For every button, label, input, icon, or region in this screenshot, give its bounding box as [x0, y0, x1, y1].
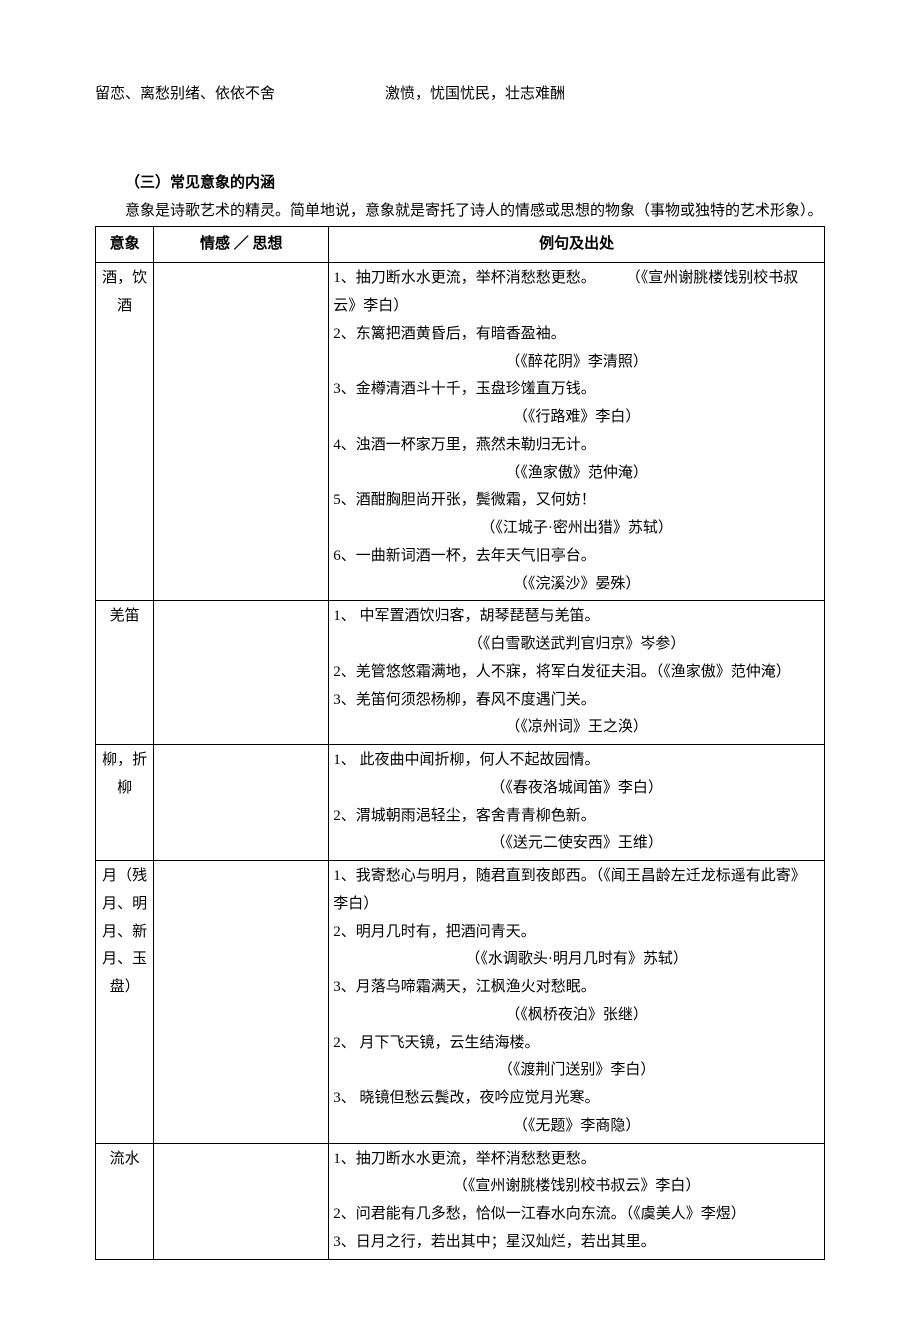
- section-heading: （三）常见意象的内涵: [95, 169, 825, 198]
- symbol-text: 柳，折柳: [100, 747, 149, 803]
- example-line: 2、 月下飞天镜，云生结海楼。: [333, 1030, 820, 1058]
- top-left-text: 留恋、离愁别绪、依依不舍: [95, 80, 375, 109]
- section-intro: 意象是诗歌艺术的精灵。简单地说，意象就是寄托了诗人的情感或思想的物象（事物或独特…: [95, 197, 825, 226]
- example-source: （《渡荆门送别》李白）: [333, 1057, 820, 1085]
- example-line: 3、羌笛何须怨杨柳，春风不度遇门关。: [333, 687, 820, 715]
- table-row: 酒，饮酒 1、抽刀断水水更流，举杯消愁愁更愁。 （《宣州谢朓楼饯别校书叔云》李白）…: [96, 263, 825, 601]
- example-line: 3、月落乌啼霜满天，江枫渔火对愁眠。: [333, 974, 820, 1002]
- symbol-cell: 柳，折柳: [96, 745, 154, 861]
- emotion-cell: [154, 1143, 329, 1259]
- example-line: 2、明月几时有，把酒问青天。: [333, 919, 820, 947]
- example-source: （《江城子·密州出猎》苏轼）: [333, 515, 820, 543]
- example-source: （《醉花阴》李清照）: [333, 349, 820, 377]
- example-line: 1、抽刀断水水更流，举杯消愁愁更愁。 （《宣州谢朓楼饯别校书叔云》李白）: [333, 265, 820, 321]
- top-right-text: 激愤，忧国忧民，壮志难酬: [375, 80, 825, 109]
- symbol-text: 酒，饮酒: [100, 265, 149, 321]
- example-source: （《春夜洛城闻笛》李白）: [333, 775, 820, 803]
- example-line: 5、酒酣胸胆尚开张，鬓微霜，又何妨！: [333, 487, 820, 515]
- example-line: 2、渭城朝雨浥轻尘，客舍青青柳色新。: [333, 803, 820, 831]
- symbol-text: 羌笛: [110, 603, 140, 631]
- th-emotion: 情感 ／ 思想: [154, 226, 329, 263]
- example-line: 3、金樽清酒斗十千，玉盘珍馐直万钱。: [333, 376, 820, 404]
- example-line: 1、我寄愁心与明月，随君直到夜郎西。（《闻王昌龄左迁龙标遥有此寄》李白）: [333, 863, 820, 919]
- table-row: 柳，折柳 1、 此夜曲中闻折柳，何人不起故园情。（《春夜洛城闻笛》李白）2、渭城朝…: [96, 745, 825, 861]
- table-body: 酒，饮酒 1、抽刀断水水更流，举杯消愁愁更愁。 （《宣州谢朓楼饯别校书叔云》李白）…: [96, 263, 825, 1259]
- top-text-row: 留恋、离愁别绪、依依不舍 激愤，忧国忧民，壮志难酬: [95, 80, 825, 109]
- symbol-cell: 羌笛: [96, 601, 154, 745]
- examples-cell: 1、抽刀断水水更流，举杯消愁愁更愁。（《宣州谢朓楼饯别校书叔云》李白）2、问君能…: [329, 1143, 825, 1259]
- examples-cell: 1、 此夜曲中闻折柳，何人不起故园情。（《春夜洛城闻笛》李白）2、渭城朝雨浥轻尘…: [329, 745, 825, 861]
- table-row: 月（残月、明月、新月、玉盘） 1、我寄愁心与明月，随君直到夜郎西。（《闻王昌龄左迁…: [96, 861, 825, 1144]
- example-line: 1、 中军置酒饮归客，胡琴琵琶与羌笛。: [333, 603, 820, 631]
- examples-cell: 1、 中军置酒饮归客，胡琴琵琶与羌笛。（《白雪歌送武判官归京》岑参）2、羌管悠悠…: [329, 601, 825, 745]
- example-source: （《凉州词》王之涣）: [333, 714, 820, 742]
- example-source: （《浣溪沙》晏殊）: [333, 571, 820, 599]
- document-page: 留恋、离愁别绪、依依不舍 激愤，忧国忧民，壮志难酬 （三）常见意象的内涵 意象是…: [0, 0, 920, 1320]
- examples-cell: 1、抽刀断水水更流，举杯消愁愁更愁。 （《宣州谢朓楼饯别校书叔云》李白）2、东篱…: [329, 263, 825, 601]
- example-source: （《白雪歌送武判官归京》岑参）: [333, 631, 820, 659]
- table-row: 流水 1、抽刀断水水更流，举杯消愁愁更愁。（《宣州谢朓楼饯别校书叔云》李白）2、问…: [96, 1143, 825, 1259]
- example-source: （《枫桥夜泊》张继）: [333, 1002, 820, 1030]
- table-row: 羌笛 1、 中军置酒饮归客，胡琴琵琶与羌笛。（《白雪歌送武判官归京》岑参）2、羌管…: [96, 601, 825, 745]
- example-line: 2、羌管悠悠霜满地，人不寐，将军白发征夫泪。（《渔家傲》范仲淹）: [333, 659, 820, 687]
- examples-cell: 1、我寄愁心与明月，随君直到夜郎西。（《闻王昌龄左迁龙标遥有此寄》李白）2、明月…: [329, 861, 825, 1144]
- example-source: （《宣州谢朓楼饯别校书叔云》李白）: [333, 1173, 820, 1201]
- th-examples: 例句及出处: [329, 226, 825, 263]
- example-source: （《水调歌头·明月几时有》苏轼）: [333, 946, 820, 974]
- example-line: 4、浊酒一杯家万里，燕然未勒归无计。: [333, 432, 820, 460]
- example-source: （《渔家傲》范仲淹）: [333, 460, 820, 488]
- symbol-text: 月（残月、明月、新月、玉盘）: [100, 863, 149, 1002]
- example-line: 3、 晓镜但愁云鬓改，夜吟应觉月光寒。: [333, 1085, 820, 1113]
- imagery-table: 意象 情感 ／ 思想 例句及出处 酒，饮酒 1、抽刀断水水更流，举杯消愁愁更愁。 …: [95, 226, 825, 1260]
- th-symbol: 意象: [96, 226, 154, 263]
- symbol-text: 流水: [110, 1146, 140, 1174]
- example-source: （《行路难》李白）: [333, 404, 820, 432]
- emotion-cell: [154, 745, 329, 861]
- example-line: 2、东篱把酒黄昏后，有暗香盈袖。: [333, 321, 820, 349]
- example-line: 1、抽刀断水水更流，举杯消愁愁更愁。: [333, 1146, 820, 1174]
- example-source: （《送元二使安西》王维）: [333, 830, 820, 858]
- symbol-cell: 酒，饮酒: [96, 263, 154, 601]
- emotion-cell: [154, 601, 329, 745]
- table-header-row: 意象 情感 ／ 思想 例句及出处: [96, 226, 825, 263]
- emotion-cell: [154, 263, 329, 601]
- example-line: 6、一曲新词酒一杯，去年天气旧亭台。: [333, 543, 820, 571]
- example-line: 2、问君能有几多愁，恰似一江春水向东流。（《虞美人》李煜）: [333, 1201, 820, 1229]
- emotion-cell: [154, 861, 329, 1144]
- example-source: （《无题》李商隐）: [333, 1113, 820, 1141]
- symbol-cell: 流水: [96, 1143, 154, 1259]
- example-line: 3、日月之行，若出其中；星汉灿烂，若出其里。: [333, 1229, 820, 1257]
- example-line: 1、 此夜曲中闻折柳，何人不起故园情。: [333, 747, 820, 775]
- symbol-cell: 月（残月、明月、新月、玉盘）: [96, 861, 154, 1144]
